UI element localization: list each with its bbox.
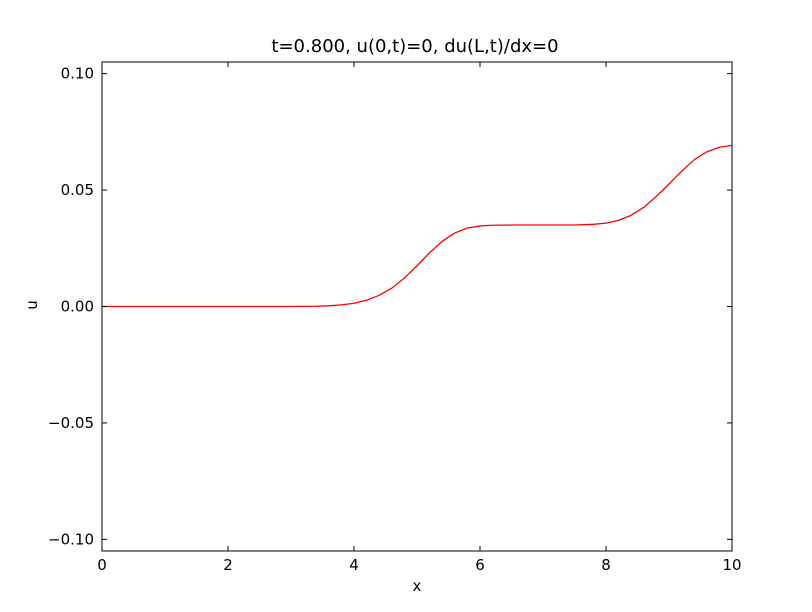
series-layer: [102, 144, 733, 308]
plot-frame: [101, 61, 733, 552]
x-tick-label: 10: [722, 556, 741, 574]
x-tick-label: 8: [601, 556, 611, 574]
x-axis-label: x: [413, 577, 422, 595]
series-line: [102, 144, 733, 308]
x-tick-label: 6: [475, 556, 485, 574]
x-tick-label: 2: [223, 556, 233, 574]
x-tick-label: 0: [97, 556, 107, 574]
tick-layer: 0 2 4 6 8 10 0.10 0.05 0.00 −0.05 −0.10: [48, 62, 742, 574]
x-tick-label: 4: [349, 556, 359, 574]
chart-title: t=0.800, u(0,t)=0, du(L,t)/dx=0: [271, 36, 558, 57]
y-tick-label: 0.05: [61, 181, 94, 199]
y-tick-label: 0.10: [61, 65, 94, 83]
y-tick-label: 0.00: [61, 298, 94, 316]
y-axis-label: u: [23, 300, 41, 310]
y-tick-label: −0.10: [48, 530, 94, 548]
y-tick-label: −0.05: [48, 414, 94, 432]
